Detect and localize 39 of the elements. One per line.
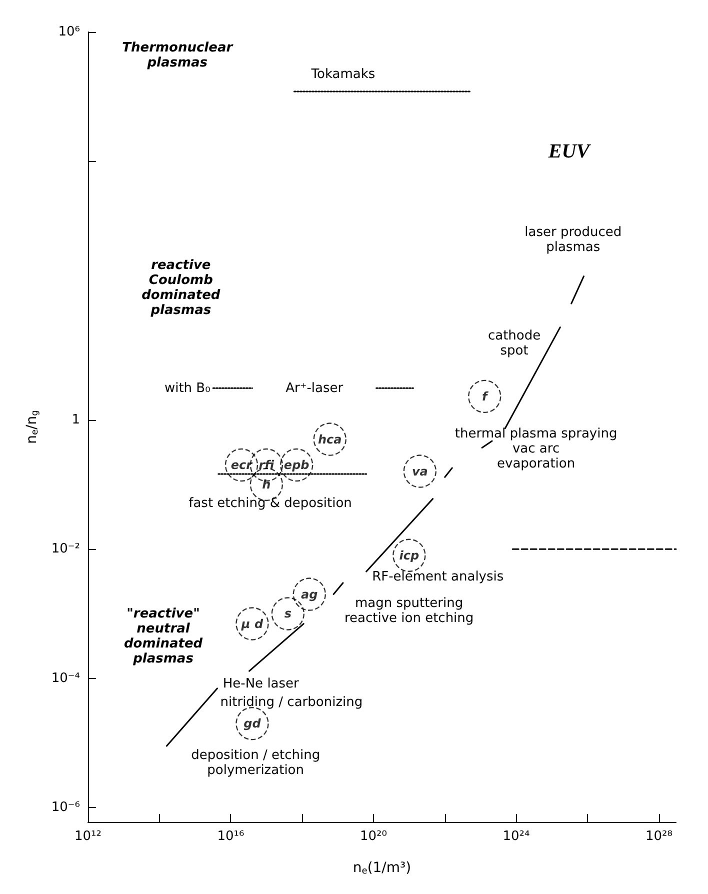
- data-label: icp: [399, 548, 420, 562]
- data-label: va: [412, 464, 428, 478]
- data-label: h: [262, 477, 271, 492]
- data-label: µ d: [240, 616, 264, 631]
- data-label: hca: [318, 432, 342, 446]
- annotation: RF-element analysis: [372, 570, 504, 585]
- annotation: magn sputtering reactive ion etching: [344, 596, 474, 626]
- annotation: cathode spot: [488, 328, 541, 358]
- annotation: Tokamaks: [310, 67, 376, 82]
- annotation: fast etching & deposition: [188, 496, 352, 512]
- annotation: with B₀: [164, 380, 210, 396]
- annotation: deposition / etching polymerization: [191, 748, 320, 778]
- data-label: rfi: [258, 458, 275, 472]
- annotation: reactive Coulomb dominated plasmas: [142, 258, 221, 318]
- y-tick-label: 1: [72, 412, 80, 428]
- x-tick-label: 10²⁰: [360, 829, 387, 844]
- data-label: gd: [244, 716, 262, 731]
- x-tick-label: 10¹²: [74, 829, 102, 844]
- x-tick-label: 10²⁴: [502, 829, 530, 844]
- y-tick-label: 10⁶: [58, 24, 80, 40]
- y-axis-title: ne/ng: [24, 410, 40, 444]
- data-label: ag: [301, 587, 318, 602]
- data-label: s: [284, 606, 292, 621]
- annotation: Thermonuclear plasmas: [122, 40, 234, 71]
- y-tick-label: 10⁻⁴: [51, 670, 80, 686]
- annotation: Ar⁺-laser: [286, 380, 344, 396]
- y-tick-label: 10⁻²: [51, 542, 80, 557]
- annotation: EUV: [547, 140, 592, 162]
- x-tick-label: 10¹⁶: [217, 829, 244, 844]
- y-tick-label: 10⁻⁶: [51, 800, 80, 816]
- annotation: nitriding / carbonizing: [220, 695, 363, 710]
- annotation: thermal plasma spraying vac arc evaporation: [454, 426, 618, 472]
- annotation: laser produced plasmas: [524, 224, 622, 255]
- x-tick-label: 10²⁸: [645, 829, 672, 844]
- data-label: f: [482, 389, 489, 404]
- annotation: "reactive" neutral dominated plasmas: [124, 606, 204, 666]
- annotation: He-Ne laser: [222, 676, 300, 692]
- data-label: ecr: [230, 458, 254, 472]
- data-label: epb: [284, 458, 310, 472]
